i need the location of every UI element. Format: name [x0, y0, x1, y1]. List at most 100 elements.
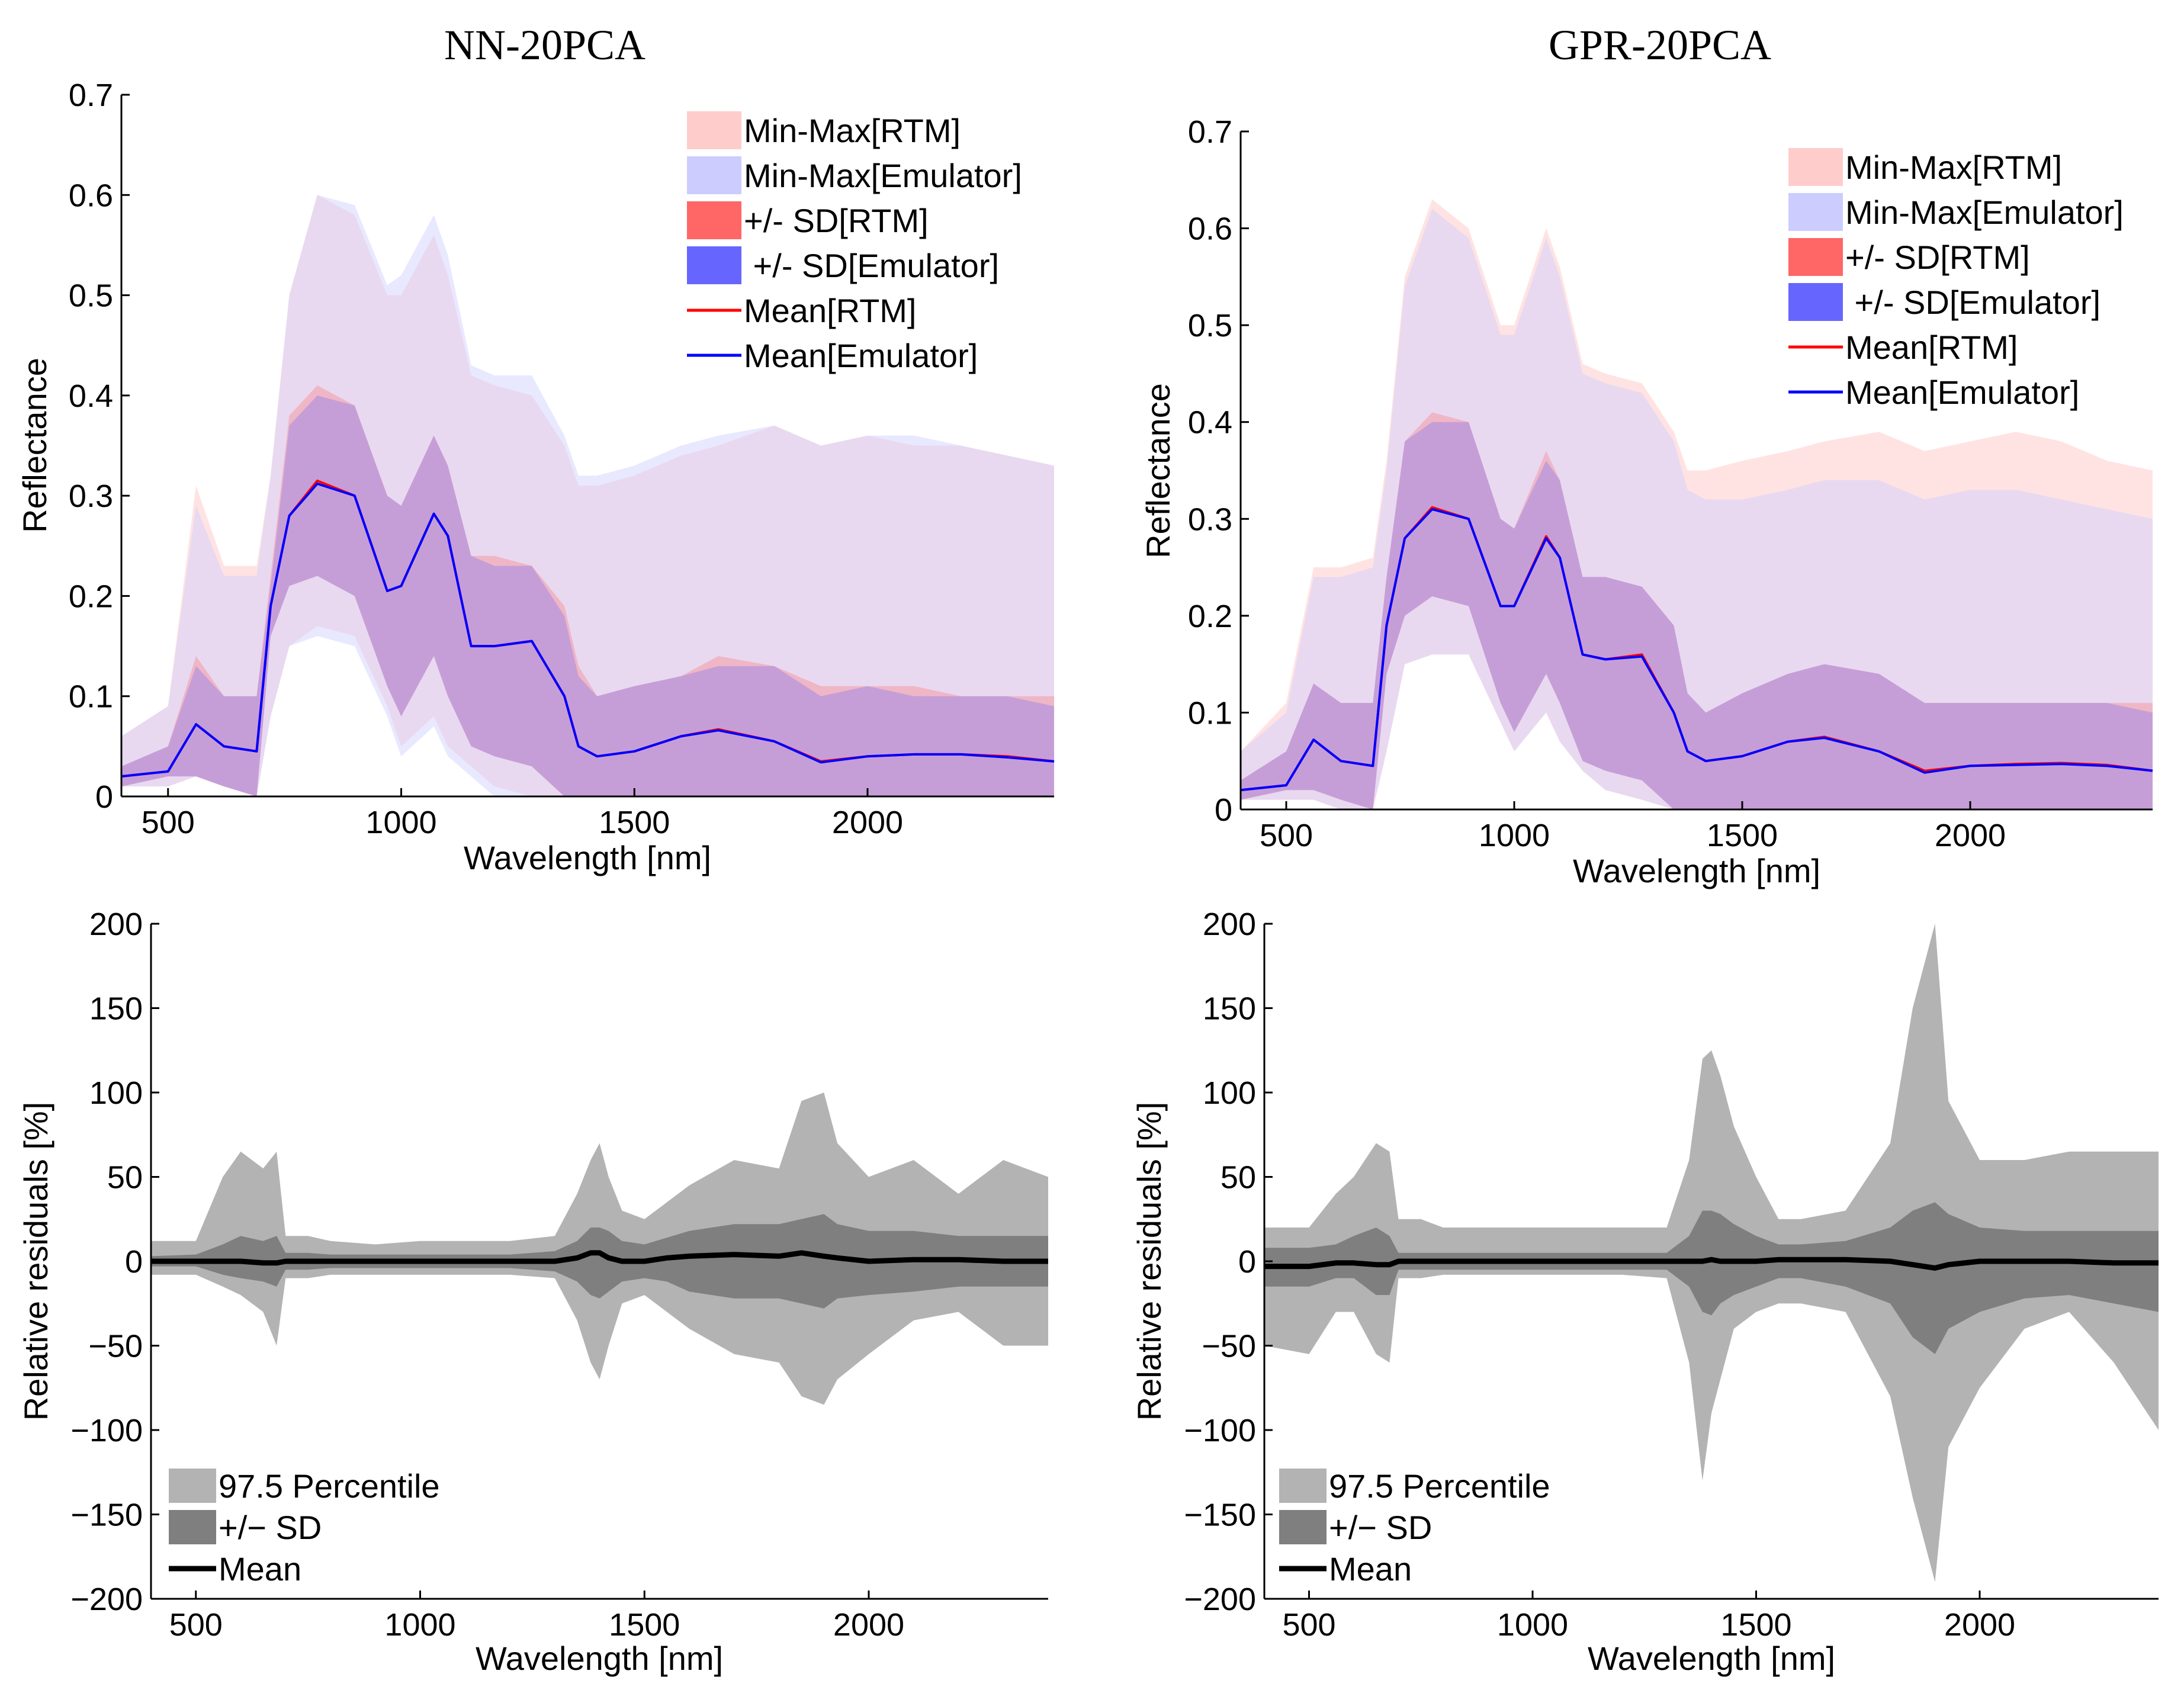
nn-bottom-x-tick-label-1500: 1500 — [609, 1607, 680, 1643]
gpr-bottom-y-tick-label-3: −50 — [1202, 1329, 1256, 1364]
gpr-top-x-tick-label-1000: 1000 — [1479, 818, 1550, 853]
nn-top-y-tick-label-4: 0.4 — [69, 378, 113, 414]
nn-bottom-legend-swatch-0 — [169, 1469, 216, 1503]
nn-bottom-y-tick-label-3: −50 — [88, 1329, 143, 1364]
nn-bottom-x-tick-label-1000: 1000 — [384, 1607, 455, 1643]
gpr-top-x-tick-label-2000: 2000 — [1935, 818, 2006, 853]
gpr-top-y-tick-label-7: 0.7 — [1188, 114, 1232, 150]
gpr-top-band-min-max-rtm-upper — [1241, 199, 2153, 809]
gpr-bottom-legend-label-0: 97.5 Percentile — [1329, 1467, 1550, 1505]
gpr-bottom-line-mean — [1264, 1257, 2159, 1271]
gpr-bottom-y-tick-label-6: 100 — [1203, 1075, 1256, 1111]
nn-top-legend-label-3: +/- SD[Emulator] — [744, 247, 999, 284]
nn-bottom-x-tick-label-2000: 2000 — [833, 1607, 904, 1643]
nn-top-y-tick-label-6: 0.6 — [69, 178, 113, 213]
nn-top-line-mean-emulator- — [121, 482, 1055, 778]
nn-top-legend-swatch-2 — [687, 201, 741, 239]
gpr-top-line-mean-emulator- — [1240, 507, 2153, 792]
nn-bottom-y-tick-label-4: 0 — [125, 1244, 143, 1280]
nn-residuals-y-label: Relative residuals [%] — [17, 1102, 54, 1421]
gpr-top-x-tick-label-500: 500 — [1260, 818, 1313, 853]
gpr-top-band--sd-rtm-upper — [1241, 412, 2153, 809]
gpr-top-legend-label-2: +/- SD[RTM] — [1845, 239, 2030, 276]
nn-residuals-series — [151, 1093, 1048, 1405]
gpr-bottom-y-tick-label-2: −100 — [1184, 1413, 1256, 1448]
gpr-top-legend-label-0: Min-Max[RTM] — [1845, 149, 2062, 186]
nn-bottom-y-tick-label-7: 150 — [89, 991, 143, 1027]
nn-residuals-x-label: Wavelength [nm] — [476, 1640, 723, 1677]
gpr-top-y-tick-label-1: 0.1 — [1188, 695, 1232, 731]
nn-residuals-axes: 500 1000 1500 2000 −200 −150 −100 −50 0 50 100 150 2… — [70, 907, 1048, 1643]
nn-residuals-legend: 97.5 Percentile +/− SD Mean — [169, 1467, 440, 1588]
gpr-top-legend-swatch-1 — [1788, 193, 1843, 231]
gpr-reflectance-y-label: Reflectance — [1139, 383, 1177, 558]
nn-top-legend-label-0: Min-Max[RTM] — [744, 112, 961, 149]
nn-bottom-y-tick-label-0: −200 — [70, 1582, 143, 1617]
gpr-bottom-y-tick-label-1: −150 — [1184, 1498, 1256, 1533]
gpr-bottom-y-tick-label-8: 200 — [1203, 907, 1256, 942]
nn-bottom-band--sd-upper — [151, 1214, 1048, 1309]
nn-bottom-legend-label-0: 97.5 Percentile — [219, 1467, 440, 1505]
gpr-bottom-x-tick-label-1500: 1500 — [1720, 1607, 1791, 1643]
nn-bottom-y-tick-label-6: 100 — [89, 1075, 143, 1111]
nn-top-y-tick-label-2: 0.2 — [69, 579, 113, 614]
nn-top-band-min-max-emulator-upper — [121, 195, 1054, 796]
gpr-residuals-series — [1264, 924, 2159, 1582]
nn-top-legend-label-4: Mean[RTM] — [744, 292, 916, 329]
gpr-bottom-legend-label-2: Mean — [1329, 1550, 1412, 1588]
nn-top-legend-swatch-0 — [687, 111, 741, 149]
nn-reflectance-panel: NN-20PCA 500 1000 1500 2000 0 0.1 0.2 0.3 0.4 0.5… — [16, 21, 1055, 876]
nn-bottom-x-tick-label-500: 500 — [169, 1607, 223, 1643]
nn-top-y-tick-label-3: 0.3 — [69, 478, 113, 514]
nn-bottom-y-tick-label-8: 200 — [89, 907, 143, 942]
nn-bottom-line-mean — [151, 1250, 1048, 1266]
gpr-residuals-legend: 97.5 Percentile +/− SD Mean — [1279, 1467, 1550, 1588]
gpr-reflectance-legend: Min-Max[RTM] Min-Max[Emulator] +/- SD[RTM]… — [1788, 148, 2124, 411]
nn-top-y-tick-label-1: 0.1 — [69, 679, 113, 715]
nn-bottom-y-tick-label-2: −100 — [70, 1413, 143, 1448]
gpr-top-band-min-max-emulator-upper — [1241, 208, 2153, 809]
nn-reflectance-series — [121, 195, 1055, 796]
nn-top-x-tick-label-1000: 1000 — [365, 805, 436, 840]
nn-reflectance-legend: Min-Max[RTM] Min-Max[Emulator] +/- SD[RTM]… — [687, 111, 1022, 374]
nn-top-x-tick-label-500: 500 — [142, 805, 195, 840]
gpr-bottom-x-tick-label-1000: 1000 — [1497, 1607, 1568, 1643]
nn-residuals-panel: 500 1000 1500 2000 −200 −150 −100 −50 0 50 100 150 2… — [17, 907, 1048, 1677]
gpr-top-legend-label-3: +/- SD[Emulator] — [1845, 284, 2101, 321]
gpr-bottom-legend-swatch-0 — [1279, 1469, 1327, 1503]
nn-top-x-tick-label-1500: 1500 — [599, 805, 670, 840]
gpr-reflectance-series — [1240, 199, 2153, 809]
nn-top-legend-label-1: Min-Max[Emulator] — [744, 157, 1022, 194]
nn-bottom-legend-label-1: +/− SD — [219, 1509, 322, 1546]
gpr-top-x-tick-label-1500: 1500 — [1707, 818, 1778, 853]
gpr-top-y-tick-label-0: 0 — [1215, 792, 1232, 828]
gpr-residuals-y-label: Relative residuals [%] — [1130, 1102, 1168, 1421]
nn-top-band--sd-rtm-upper — [121, 385, 1054, 796]
gpr-title: GPR-20PCA — [1549, 21, 1771, 69]
nn-top-y-tick-label-7: 0.7 — [69, 78, 113, 113]
nn-reflectance-axes: 500 1000 1500 2000 0 0.1 0.2 0.3 0.4 0.5 0.6 0.7 — [69, 78, 1054, 840]
gpr-residuals-panel: 500 1000 1500 2000 −200 −150 −100 −50 0 50 100 150 2… — [1130, 907, 2159, 1677]
nn-bottom-legend-swatch-1 — [169, 1510, 216, 1544]
gpr-bottom-y-tick-label-7: 150 — [1203, 991, 1256, 1027]
gpr-top-y-tick-label-5: 0.5 — [1188, 308, 1232, 343]
gpr-reflectance-axes: 500 1000 1500 2000 0 0.1 0.2 0.3 0.4 0.5 0.6 0.7 — [1188, 114, 2153, 853]
gpr-top-legend-swatch-2 — [1788, 238, 1843, 276]
nn-top-x-tick-label-2000: 2000 — [832, 805, 903, 840]
gpr-bottom-y-tick-label-4: 0 — [1238, 1244, 1256, 1280]
gpr-top-y-tick-label-4: 0.4 — [1188, 405, 1232, 441]
gpr-top-legend-label-5: Mean[Emulator] — [1845, 374, 2079, 411]
gpr-reflectance-x-label: Wavelength [nm] — [1573, 852, 1820, 889]
gpr-bottom-legend-label-1: +/− SD — [1329, 1509, 1432, 1546]
gpr-residuals-x-label: Wavelength [nm] — [1588, 1640, 1835, 1677]
gpr-top-y-tick-label-3: 0.3 — [1188, 502, 1232, 537]
gpr-bottom-x-tick-label-2000: 2000 — [1944, 1607, 2015, 1643]
nn-top-legend-swatch-1 — [687, 156, 741, 194]
nn-top-legend-swatch-3 — [687, 246, 741, 284]
gpr-bottom-legend-swatch-1 — [1279, 1510, 1327, 1544]
nn-top-y-tick-label-0: 0 — [95, 779, 113, 815]
nn-bottom-y-tick-label-5: 50 — [107, 1160, 143, 1196]
gpr-bottom-y-tick-label-5: 50 — [1221, 1160, 1256, 1196]
gpr-bottom-y-tick-label-0: −200 — [1184, 1582, 1256, 1617]
